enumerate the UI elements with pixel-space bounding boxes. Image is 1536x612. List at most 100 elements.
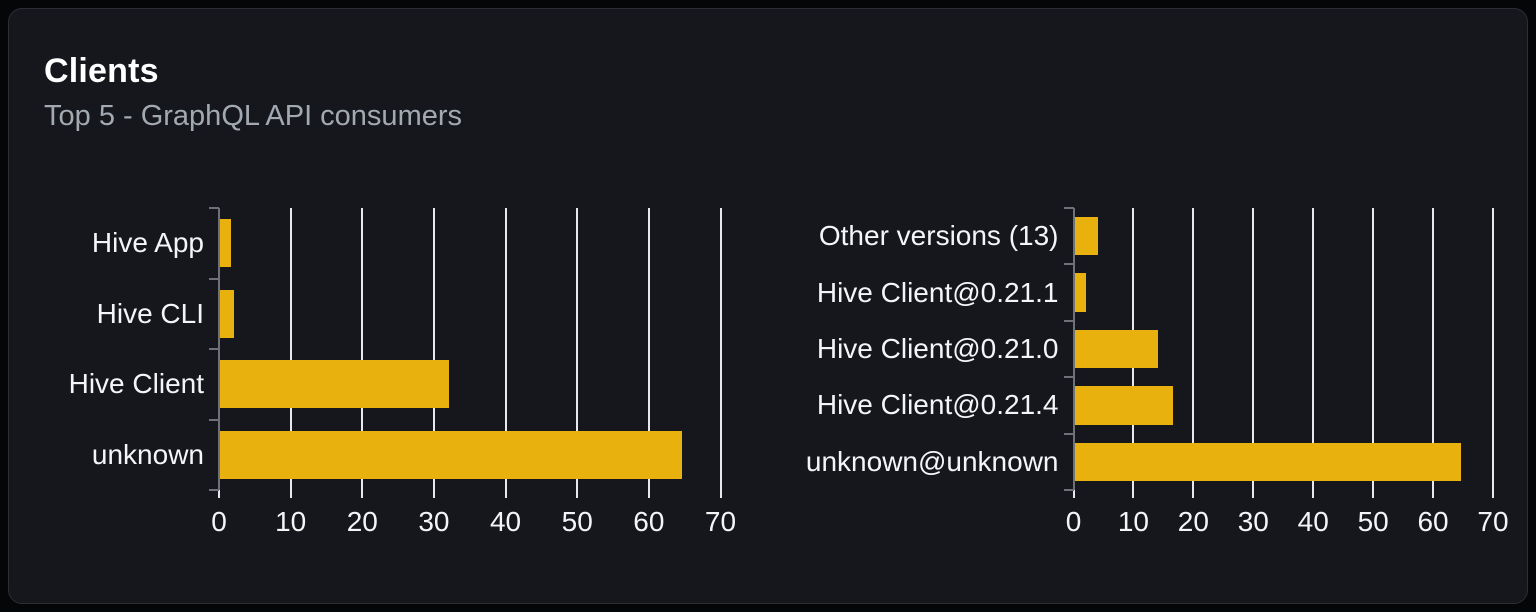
- gridline: [1432, 208, 1435, 490]
- x-axis-tick-label: 50: [561, 506, 593, 537]
- x-axis-tick: [576, 490, 579, 498]
- y-axis-labels: Hive App Hive CLI Hive Client unknown: [44, 208, 219, 490]
- gridline: [1492, 208, 1494, 490]
- panel-subtitle: Top 5 - GraphQL API consumers: [44, 100, 463, 132]
- y-axis-line: [218, 208, 220, 490]
- y-axis-tick: [1063, 432, 1074, 435]
- gridline: [647, 208, 650, 490]
- x-axis-tick-label: 50: [1357, 506, 1389, 537]
- gridline: [289, 208, 292, 490]
- x-axis-spacer: [44, 490, 219, 546]
- x-axis-tick-label: 0: [1065, 506, 1082, 537]
- y-axis-tick: [209, 277, 219, 280]
- x-axis-tick: [432, 490, 435, 498]
- clients-by-version-chart: Other versions (13) Hive Client@0.21.1 Hiv…: [769, 207, 1509, 546]
- x-axis-tick-label: 30: [1237, 506, 1269, 537]
- y-axis-label-row: Hive Client@0.21.0: [769, 321, 1074, 377]
- x-axis: 0 10 20 30 40 50 60 70: [1066, 490, 1509, 546]
- x-axis-tick: [1132, 490, 1135, 498]
- x-axis-tick: [504, 490, 507, 498]
- y-axis-label: Other versions (13): [818, 220, 1059, 252]
- y-axis-label: Hive Client: [68, 368, 204, 400]
- y-axis-label-row: Other versions (13): [769, 208, 1074, 264]
- bar[interactable]: [1074, 386, 1174, 425]
- bar[interactable]: [1074, 442, 1462, 481]
- x-axis-tick-label: 10: [275, 506, 307, 537]
- y-axis-line: [1072, 208, 1075, 490]
- panel-title: Clients: [44, 52, 159, 90]
- x-axis-tick-label: 30: [418, 506, 450, 537]
- y-axis-label-row: Hive CLI: [44, 279, 219, 350]
- x-axis-tick-label: 70: [1477, 506, 1509, 537]
- y-axis-labels: Other versions (13) Hive Client@0.21.1 Hiv…: [769, 208, 1074, 490]
- y-axis-label: unknown: [91, 438, 204, 470]
- bar[interactable]: [220, 360, 450, 409]
- bar-row: [219, 420, 721, 491]
- x-axis-tick-label: 60: [633, 506, 665, 537]
- x-axis-tick: [289, 490, 292, 498]
- x-axis-tick-label: 60: [1417, 506, 1449, 537]
- bar-row: [219, 279, 721, 350]
- plot-area: [209, 207, 722, 491]
- y-axis-label-row: Hive Client@0.21.4: [769, 377, 1074, 433]
- y-axis-label-row: unknown: [44, 420, 219, 491]
- x-axis: 0 10 20 30 40 50 60 70: [211, 490, 736, 546]
- clients-panel: Clients Top 5 - GraphQL API consumers Hi…: [8, 8, 1528, 604]
- bar-row: [1074, 264, 1494, 320]
- x-axis-tick-label: 40: [489, 506, 522, 537]
- x-axis-tick: [647, 490, 650, 498]
- plot-area: [1063, 207, 1494, 491]
- x-axis-tick-label: 0: [211, 506, 227, 537]
- x-axis-tick-label: 70: [704, 506, 737, 537]
- bar[interactable]: [220, 219, 231, 268]
- bar[interactable]: [1074, 217, 1099, 256]
- bar-row: [1074, 377, 1494, 433]
- bar-row: [1074, 321, 1494, 377]
- gridline: [1312, 208, 1315, 490]
- bar-row: [1074, 208, 1494, 264]
- bar-row: [219, 349, 721, 420]
- x-axis-tick: [218, 490, 220, 498]
- x-axis-tick: [1492, 490, 1494, 498]
- x-axis-tick: [1072, 490, 1075, 498]
- y-axis-label-row: Hive App: [44, 208, 219, 279]
- y-axis-label-row: unknown@unknown: [769, 434, 1074, 490]
- gridline: [719, 208, 722, 490]
- x-axis-tick: [1312, 490, 1315, 498]
- x-axis-tick: [1252, 490, 1255, 498]
- charts-row: Hive App Hive CLI Hive Client unknown 0 10 20 3…: [44, 207, 1509, 546]
- y-axis-label-row: Hive Client@0.21.1: [769, 264, 1074, 320]
- y-axis-tick: [1063, 376, 1074, 379]
- y-axis-label: Hive App: [91, 227, 204, 259]
- y-axis-label: unknown@unknown: [805, 445, 1059, 477]
- x-axis-tick-label: 40: [1297, 506, 1329, 537]
- gridline: [361, 208, 364, 490]
- y-axis-tick: [209, 207, 219, 209]
- x-axis-tick: [719, 490, 722, 498]
- y-axis-tick: [1063, 489, 1074, 491]
- bar[interactable]: [1074, 329, 1159, 369]
- y-axis-tick: [209, 418, 219, 421]
- clients-by-name-chart: Hive App Hive CLI Hive Client unknown 0 10 20 3…: [44, 207, 769, 546]
- x-axis-tick: [361, 490, 364, 498]
- bar[interactable]: [1074, 273, 1087, 312]
- gridline: [1192, 208, 1195, 490]
- bar[interactable]: [220, 430, 683, 479]
- x-axis-tick: [1432, 490, 1435, 498]
- gridline: [504, 208, 507, 490]
- gridline: [432, 208, 435, 490]
- x-axis-tick: [1372, 490, 1375, 498]
- bar-row: [219, 208, 721, 279]
- y-axis-label: Hive CLI: [96, 297, 204, 329]
- y-axis-label: Hive Client@0.21.0: [816, 333, 1059, 365]
- x-axis-spacer: [769, 490, 1074, 546]
- bar[interactable]: [220, 289, 235, 338]
- x-axis-tick-label: 10: [1117, 506, 1149, 537]
- gridline: [1252, 208, 1255, 490]
- x-axis-tick-label: 20: [346, 506, 378, 537]
- x-axis-tick: [1192, 490, 1195, 498]
- y-axis-label: Hive Client@0.21.1: [816, 276, 1059, 308]
- y-axis-tick: [209, 489, 219, 491]
- bar-row: [1074, 434, 1494, 490]
- y-axis-tick: [1063, 207, 1074, 209]
